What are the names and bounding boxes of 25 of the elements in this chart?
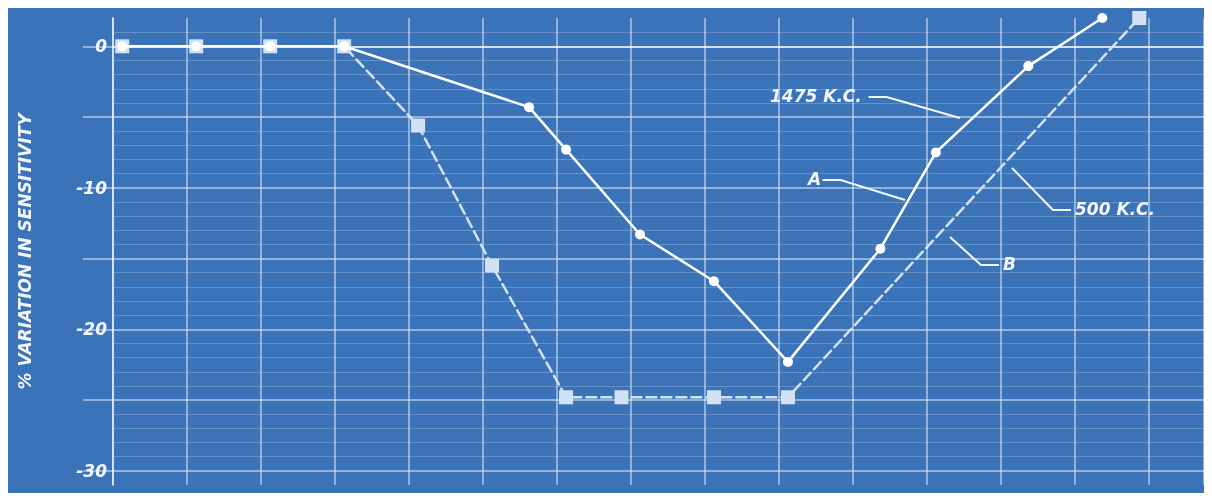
point bbox=[780, 390, 795, 405]
annotation: 1475 K.C. bbox=[770, 86, 862, 106]
point bbox=[1132, 11, 1147, 25]
annotation: B bbox=[1003, 254, 1016, 274]
point bbox=[1023, 61, 1034, 72]
y-tick-label: 0 bbox=[95, 36, 108, 57]
point bbox=[782, 356, 793, 367]
y-tick-label: -20 bbox=[76, 319, 108, 340]
point bbox=[561, 144, 572, 155]
y-tick-label: -30 bbox=[76, 460, 108, 481]
point bbox=[524, 102, 535, 113]
point bbox=[875, 243, 886, 254]
annotation: 500 K.C. bbox=[1075, 199, 1155, 219]
point bbox=[708, 276, 719, 287]
point bbox=[559, 390, 574, 405]
point bbox=[485, 258, 500, 273]
point bbox=[706, 390, 721, 405]
point bbox=[635, 229, 646, 240]
point bbox=[614, 390, 629, 405]
y-axis-title: % VARIATION IN SENSITIVITY bbox=[14, 111, 35, 390]
point bbox=[1097, 13, 1108, 23]
y-tick-label: -10 bbox=[76, 177, 108, 198]
point bbox=[411, 118, 426, 133]
annotation: A bbox=[806, 169, 822, 189]
point bbox=[930, 147, 941, 158]
